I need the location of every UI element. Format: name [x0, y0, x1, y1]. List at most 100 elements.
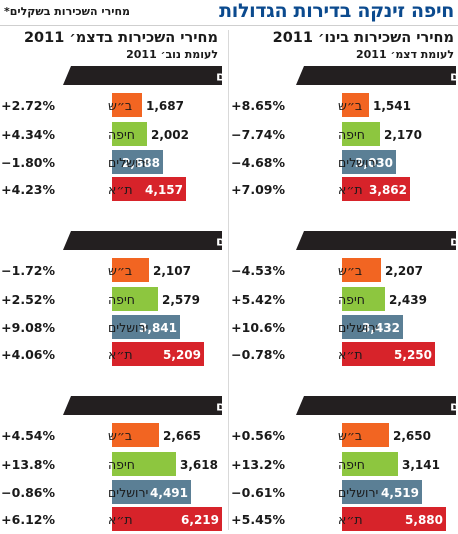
left-2-rooms-beersheva-city-label: ב״ש	[108, 98, 132, 113]
right-4-rooms-telaviv-change-label: +5.45%	[231, 512, 285, 527]
right-3-rooms-header-bar	[296, 231, 456, 250]
left-4-rooms-telaviv-value-label: 6,219	[181, 513, 219, 527]
left-4-rooms-beersheva-change-label: +4.54%	[1, 428, 55, 443]
left-column-title: מחירי השכירות בדצמ׳ 2011	[23, 30, 218, 46]
right-2-rooms-beersheva-bar	[342, 93, 369, 117]
right-2-rooms-telaviv-value-label: 3,862	[369, 183, 407, 197]
left-2-rooms-haifa-change-label: +4.34%	[1, 127, 55, 142]
left-3-rooms-beersheva-change-label: −1.72%	[1, 263, 55, 278]
right-2-rooms-beersheva-change-label: +8.65%	[231, 98, 285, 113]
left-column-subtitle: לעומת נוב׳ 2011	[126, 48, 218, 61]
left-4-rooms-haifa-change-label: +13.8%	[1, 457, 55, 472]
left-2-rooms-telaviv-city-label: ת״א	[108, 182, 133, 197]
left-3-rooms-haifa-city-label: חיפה	[108, 292, 135, 307]
left-4-rooms-beersheva-city-label: ב״ש	[108, 428, 132, 443]
left-3-rooms-telaviv-bar	[112, 342, 204, 366]
right-3-rooms-jerusalem-bar	[342, 315, 403, 339]
header-rule	[0, 25, 458, 26]
left-2-rooms-jerusalem-bar	[112, 150, 163, 174]
left-2-rooms-haifa-value-label: 2,002	[151, 128, 189, 142]
right-2-rooms-jerusalem-bar	[342, 150, 396, 174]
right-2-rooms-jerusalem-city-label: ירושלים	[338, 155, 378, 170]
left-3-rooms-jerusalem-value-label: 3,841	[139, 321, 177, 335]
left-2-rooms-beersheva-value-label: 1,687	[146, 99, 184, 113]
right-3-rooms-jerusalem-city-label: ירושלים	[338, 320, 378, 335]
right-3-rooms-jerusalem-change-label: +10.6%	[231, 320, 285, 335]
left-4-rooms-telaviv-city-label: ת״א	[108, 512, 133, 527]
right-4-rooms-header-label: 4 חדרים	[450, 400, 458, 415]
left-4-rooms-telaviv-change-label: +6.12%	[1, 512, 55, 527]
right-4-rooms-haifa-change-label: +13.2%	[231, 457, 285, 472]
right-4-rooms-beersheva-city-label: ב״ש	[338, 428, 362, 443]
right-2-rooms-jerusalem-value-label: 3,030	[355, 156, 393, 170]
right-4-rooms-jerusalem-value-label: 4,519	[381, 486, 419, 500]
left-2-rooms-telaviv-change-label: +4.23%	[1, 182, 55, 197]
right-4-rooms-beersheva-change-label: +0.56%	[231, 428, 285, 443]
right-3-rooms-haifa-value-label: 2,439	[389, 293, 427, 307]
right-2-rooms-telaviv-city-label: ת״א	[338, 182, 363, 197]
right-3-rooms-beersheva-city-label: ב״ש	[338, 263, 362, 278]
left-3-rooms-telaviv-change-label: +4.06%	[1, 347, 55, 362]
right-4-rooms-jerusalem-change-label: −0.61%	[231, 485, 285, 500]
right-4-rooms-telaviv-bar	[342, 507, 446, 531]
right-2-rooms-beersheva-city-label: ב״ש	[338, 98, 362, 113]
right-4-rooms-jerusalem-bar	[342, 480, 422, 504]
left-2-rooms-beersheva-bar	[112, 93, 142, 117]
left-4-rooms-jerusalem-value-label: 4,491	[150, 486, 188, 500]
left-2-rooms-beersheva-change-label: +2.72%	[1, 98, 55, 113]
right-4-rooms-haifa-city-label: חיפה	[338, 457, 365, 472]
page-title: חיפה זינקה בדירות הגדולות	[219, 0, 454, 22]
right-4-rooms-jerusalem-city-label: ירושלים	[338, 485, 378, 500]
right-3-rooms-beersheva-value-label: 2,207	[385, 264, 423, 278]
left-2-rooms-haifa-bar	[112, 122, 147, 146]
right-4-rooms-haifa-value-label: 3,141	[402, 458, 440, 472]
right-4-rooms-header-bar	[296, 396, 456, 415]
left-3-rooms-haifa-change-label: +2.52%	[1, 292, 55, 307]
left-3-rooms-beersheva-value-label: 2,107	[153, 264, 191, 278]
right-3-rooms-haifa-change-label: +5.42%	[231, 292, 285, 307]
left-4-rooms-jerusalem-bar	[112, 480, 191, 504]
left-4-rooms-haifa-value-label: 3,618	[180, 458, 218, 472]
left-2-rooms-header-bar	[63, 66, 222, 85]
left-3-rooms-jerusalem-bar	[112, 315, 180, 339]
left-4-rooms-jerusalem-change-label: −0.86%	[1, 485, 55, 500]
left-2-rooms-telaviv-bar	[112, 177, 186, 201]
right-3-rooms-header-label: 3 חדרים	[450, 235, 458, 250]
right-4-rooms-haifa-bar	[342, 452, 398, 476]
right-2-rooms-header-label: 2 חדרים	[450, 70, 458, 85]
right-column-title: מחירי השכירות בינו׳ 2011	[272, 30, 454, 46]
right-3-rooms-haifa-bar	[342, 287, 385, 311]
left-2-rooms-jerusalem-change-label: −1.80%	[1, 155, 55, 170]
left-3-rooms-telaviv-value-label: 5,209	[163, 348, 201, 362]
right-4-rooms-telaviv-city-label: ת״א	[338, 512, 363, 527]
left-2-rooms-header-label: 2 חדרים	[216, 70, 267, 85]
header: חיפה זינקה בדירות הגדולות מחירי השכירות …	[0, 0, 458, 24]
right-column-subtitle: לעומת דצמ׳ 2011	[355, 48, 454, 61]
left-3-rooms-telaviv-city-label: ת״א	[108, 347, 133, 362]
left-3-rooms-haifa-bar	[112, 287, 158, 311]
left-4-rooms-beersheva-bar	[112, 423, 159, 447]
left-4-rooms-header-label: 4 חדרים	[216, 400, 267, 415]
right-2-rooms-haifa-value-label: 2,170	[384, 128, 422, 142]
right-2-rooms-telaviv-change-label: +7.09%	[231, 182, 285, 197]
right-2-rooms-beersheva-value-label: 1,541	[373, 99, 411, 113]
right-4-rooms-beersheva-value-label: 2,650	[393, 429, 431, 443]
column-divider	[228, 30, 229, 530]
left-4-rooms-telaviv-bar	[112, 507, 222, 531]
right-3-rooms-beersheva-change-label: −4.53%	[231, 263, 285, 278]
right-3-rooms-jerusalem-value-label: 3,432	[362, 321, 400, 335]
right-3-rooms-beersheva-bar	[342, 258, 381, 282]
left-4-rooms-jerusalem-city-label: ירושלים	[108, 485, 148, 500]
left-2-rooms-haifa-city-label: חיפה	[108, 127, 135, 142]
right-3-rooms-telaviv-city-label: ת״א	[338, 347, 363, 362]
left-4-rooms-header-bar	[63, 396, 222, 415]
left-3-rooms-header-bar	[63, 231, 222, 250]
right-2-rooms-telaviv-bar	[342, 177, 410, 201]
left-4-rooms-haifa-city-label: חיפה	[108, 457, 135, 472]
left-2-rooms-jerusalem-city-label: ירושלים	[108, 155, 148, 170]
left-3-rooms-beersheva-city-label: ב״ש	[108, 263, 132, 278]
left-3-rooms-jerusalem-city-label: ירושלים	[108, 320, 148, 335]
left-4-rooms-beersheva-value-label: 2,665	[163, 429, 201, 443]
left-3-rooms-jerusalem-change-label: +9.08%	[1, 320, 55, 335]
